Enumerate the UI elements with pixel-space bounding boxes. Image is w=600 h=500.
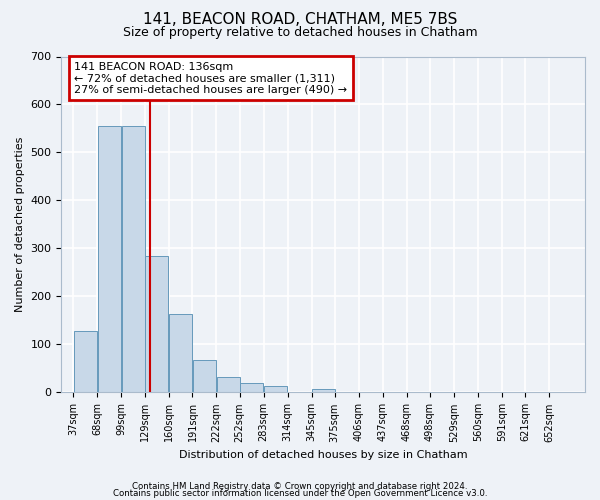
Bar [169, 314, 192, 392]
Bar [217, 376, 240, 392]
Text: Contains HM Land Registry data © Crown copyright and database right 2024.: Contains HM Land Registry data © Crown c… [132, 482, 468, 491]
Text: Size of property relative to detached houses in Chatham: Size of property relative to detached ho… [122, 26, 478, 39]
Bar [240, 383, 263, 392]
Y-axis label: Number of detached properties: Number of detached properties [15, 137, 25, 312]
Bar [98, 126, 121, 392]
Text: 141 BEACON ROAD: 136sqm
← 72% of detached houses are smaller (1,311)
27% of semi: 141 BEACON ROAD: 136sqm ← 72% of detache… [74, 62, 347, 94]
Bar [122, 126, 145, 392]
Bar [145, 256, 168, 392]
Bar [264, 386, 287, 392]
Bar [312, 388, 335, 392]
Bar [193, 360, 216, 392]
Text: 141, BEACON ROAD, CHATHAM, ME5 7BS: 141, BEACON ROAD, CHATHAM, ME5 7BS [143, 12, 457, 28]
Bar [74, 331, 97, 392]
X-axis label: Distribution of detached houses by size in Chatham: Distribution of detached houses by size … [179, 450, 467, 460]
Text: Contains public sector information licensed under the Open Government Licence v3: Contains public sector information licen… [113, 490, 487, 498]
